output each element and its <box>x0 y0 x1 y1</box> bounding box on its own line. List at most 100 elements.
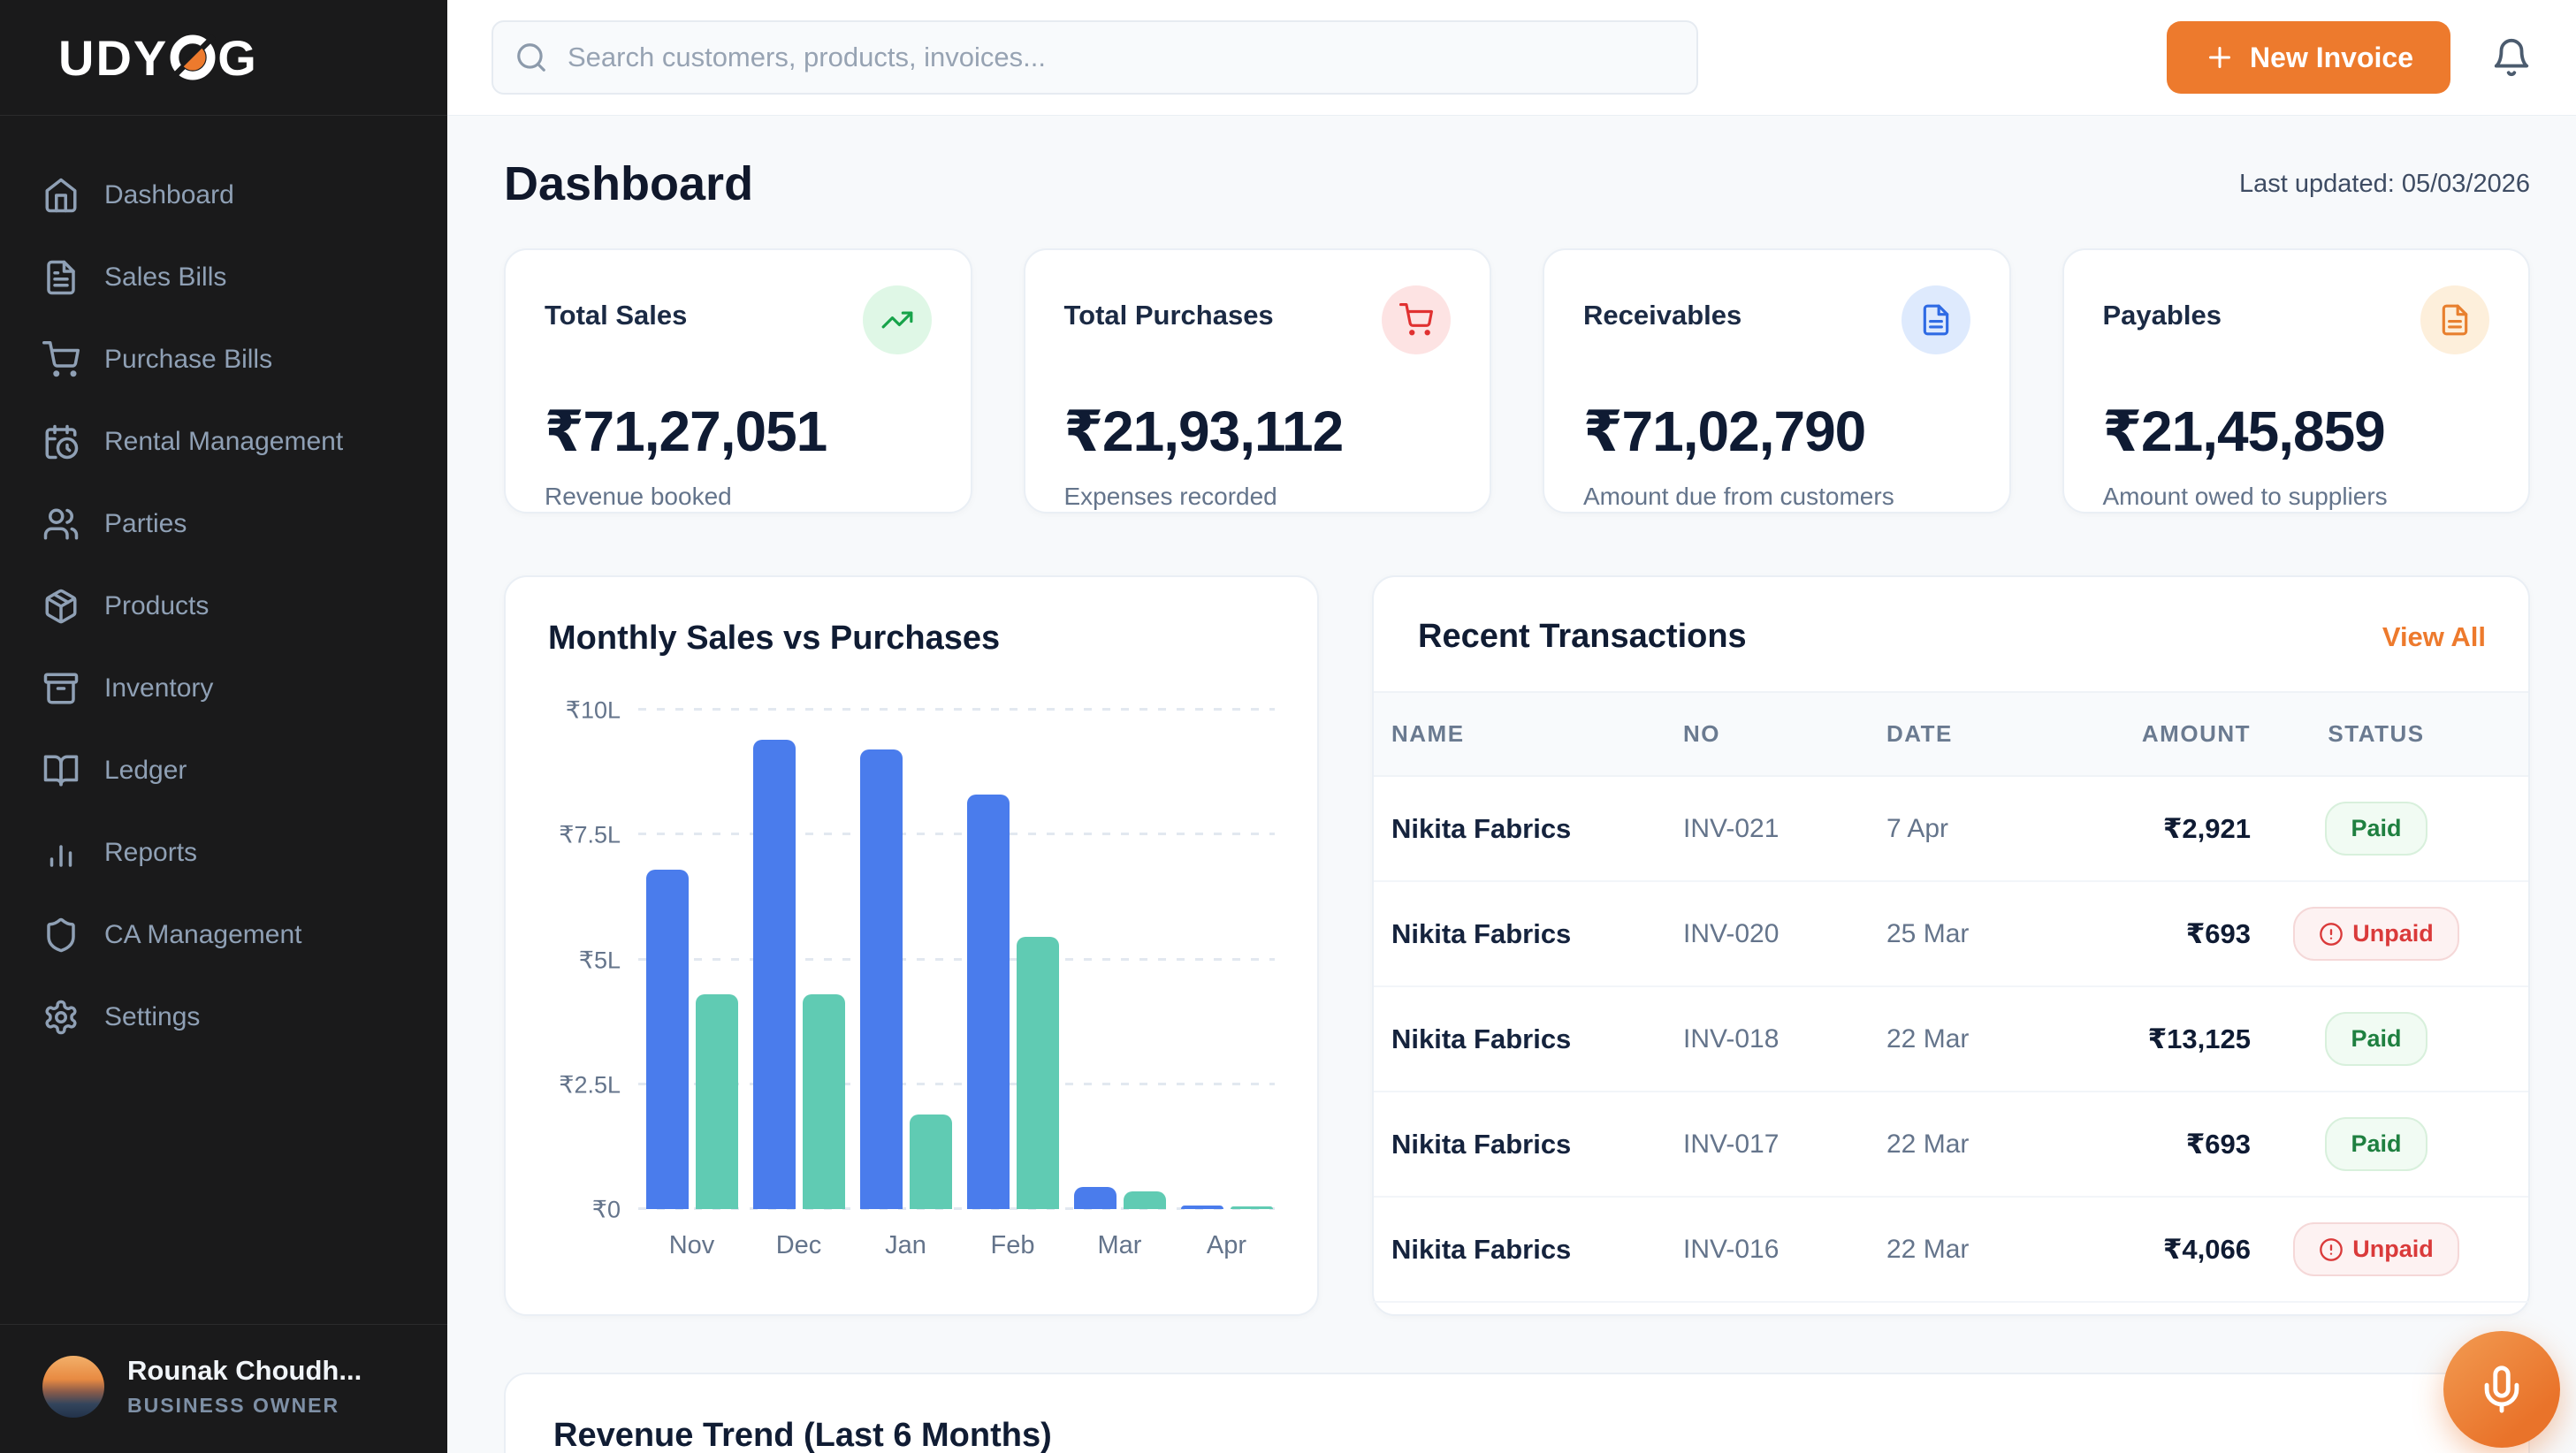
shopping-cart-icon <box>1382 285 1451 354</box>
trending-up-icon <box>862 285 932 354</box>
purchases-bar <box>695 994 738 1209</box>
cell-amount: ₹4,066 <box>2162 1233 2251 1265</box>
table-row[interactable]: Nikita Fabrics INV-016 22 Mar ₹4,066 Unpaid <box>1374 1198 2528 1303</box>
cell-amount: ₹2,921 <box>2162 812 2251 844</box>
cell-date: 22 Mar <box>1886 1023 1970 1054</box>
view-all-link[interactable]: View All <box>2382 620 2486 652</box>
table-header: NAME NO DATE AMOUNT STATUS <box>1374 691 2528 777</box>
topbar: New Invoice <box>447 0 2576 116</box>
table-row[interactable]: Nikita Fabrics INV-020 25 Mar ₹693 Unpaid <box>1374 882 2528 987</box>
purchases-bar <box>909 1114 952 1209</box>
sidebar-item-inventory[interactable]: Inventory <box>0 660 447 717</box>
cell-date: 7 Apr <box>1886 813 1949 843</box>
y-tick-label: ₹2.5L <box>559 1071 621 1099</box>
alert-circle-icon <box>2320 922 2344 946</box>
page-title: Dashboard <box>504 157 754 210</box>
x-tick-label: Dec <box>775 1231 822 1259</box>
cell-invoice-no: INV-018 <box>1683 1023 1780 1054</box>
stat-subtitle: Expenses recorded <box>1063 483 1277 510</box>
sidebar-nav: Dashboard Sales Bills Purchase Bills Ren… <box>0 116 447 1046</box>
monthly-sales-chart-card: Monthly Sales vs Purchases ₹0 ₹2.5L ₹5L ₹7.… <box>504 575 1319 1316</box>
table-row[interactable]: Nikita Fabrics INV-021 7 Apr ₹2,921 Paid <box>1374 777 2528 882</box>
cell-invoice-no: INV-020 <box>1683 918 1780 948</box>
sidebar-item-dashboard[interactable]: Dashboard <box>0 167 447 224</box>
sidebar-item-purchase-bills[interactable]: Purchase Bills <box>0 331 447 388</box>
stat-subtitle: Amount due from customers <box>1583 483 1894 510</box>
search <box>492 20 1698 95</box>
status-badge: Paid <box>2325 1117 2427 1171</box>
cell-status: Paid <box>2251 802 2502 856</box>
stat-value: ₹71,27,051 <box>545 399 827 463</box>
x-tick-label: Nov <box>668 1231 715 1259</box>
users-icon <box>43 508 79 540</box>
y-tick-label: ₹10L <box>565 696 621 724</box>
x-tick-label: Jan <box>885 1231 926 1259</box>
sidebar-item-rental-management[interactable]: Rental Management <box>0 414 447 470</box>
bar-group-dec <box>745 711 852 1209</box>
shield-icon <box>47 917 75 953</box>
logo-text-left: UDY <box>58 29 169 86</box>
cell-status: Unpaid <box>2251 1222 2502 1276</box>
cell-name: Nikita Fabrics <box>1391 917 1572 949</box>
logo-text-right: G <box>217 29 258 86</box>
alert-circle-icon <box>2320 1237 2344 1261</box>
new-invoice-button[interactable]: New Invoice <box>2167 21 2450 94</box>
cell-amount: ₹693 <box>2185 1128 2251 1160</box>
status-label: Paid <box>2351 815 2402 841</box>
sidebar-item-ca-management[interactable]: CA Management <box>0 907 447 963</box>
gridline <box>638 833 1275 836</box>
bar-chart-icon <box>50 845 72 867</box>
cell-status: Paid <box>2251 1117 2502 1171</box>
stat-cards: Total Sales ₹71,27,051 Revenue booked To… <box>504 248 2530 513</box>
notifications-button[interactable] <box>2491 37 2532 78</box>
calendar-clock-icon <box>45 424 79 460</box>
status-label: Paid <box>2351 1025 2402 1052</box>
status-badge: Unpaid <box>2293 1222 2459 1276</box>
gridline <box>638 1082 1275 1085</box>
mic-icon <box>2484 1366 2519 1413</box>
stat-value: ₹21,93,112 <box>1063 399 1345 463</box>
user-profile[interactable]: Rounak Choudh... BUSINESS OWNER <box>0 1324 447 1453</box>
transactions-title: Recent Transactions <box>1418 618 1747 655</box>
sales-bar <box>645 870 689 1209</box>
home-icon <box>45 178 77 213</box>
cell-date: 22 Mar <box>1886 1234 1970 1264</box>
sidebar-item-sales-bills[interactable]: Sales Bills <box>0 249 447 306</box>
table-body: Nikita Fabrics INV-021 7 Apr ₹2,921 Paid Niki… <box>1374 777 2528 1303</box>
sidebar-item-products[interactable]: Products <box>0 578 447 635</box>
y-axis-labels: ₹0 ₹2.5L ₹5L ₹7.5L ₹10L <box>548 697 621 1223</box>
sales-bar <box>966 795 1010 1209</box>
gridline <box>638 708 1275 711</box>
sales-bar <box>752 740 796 1209</box>
sidebar-item-ledger[interactable]: Ledger <box>0 742 447 799</box>
sidebar-item-parties[interactable]: Parties <box>0 496 447 552</box>
cell-invoice-no: INV-021 <box>1683 813 1780 843</box>
sidebar-item-settings[interactable]: Settings <box>0 989 447 1046</box>
sales-bar <box>1180 1206 1223 1209</box>
status-label: Unpaid <box>2352 920 2434 947</box>
voice-assistant-button[interactable] <box>2443 1331 2560 1448</box>
search-input[interactable] <box>492 20 1698 95</box>
table-row[interactable]: Nikita Fabrics INV-017 22 Mar ₹693 Paid <box>1374 1092 2528 1198</box>
archive-icon <box>43 673 79 704</box>
purchases-bar <box>1230 1206 1273 1209</box>
bar-group-nov <box>638 711 745 1209</box>
purchases-bar <box>802 994 845 1209</box>
status-label: Unpaid <box>2352 1236 2434 1262</box>
status-badge: Paid <box>2325 802 2427 856</box>
y-tick-label: ₹0 <box>591 1196 621 1223</box>
x-tick-label: Mar <box>1097 1231 1142 1259</box>
sidebar-item-reports[interactable]: Reports <box>0 825 447 881</box>
book-open-icon <box>43 755 79 787</box>
search-icon <box>517 43 545 72</box>
cell-name: Nikita Fabrics <box>1391 1128 1572 1160</box>
chart-title: Monthly Sales vs Purchases <box>548 620 1001 657</box>
shopping-cart-icon <box>42 341 80 377</box>
file-text-icon <box>2420 285 2489 354</box>
cell-invoice-no: INV-016 <box>1683 1234 1780 1264</box>
user-role: BUSINESS OWNER <box>127 1394 340 1417</box>
file-text-icon <box>47 260 75 295</box>
sidebar: UDY G Dashboard Sales Bills Purchase Bil… <box>0 0 447 1453</box>
purchases-bar <box>1123 1191 1166 1209</box>
table-row[interactable]: Nikita Fabrics INV-018 22 Mar ₹13,125 Paid <box>1374 987 2528 1092</box>
